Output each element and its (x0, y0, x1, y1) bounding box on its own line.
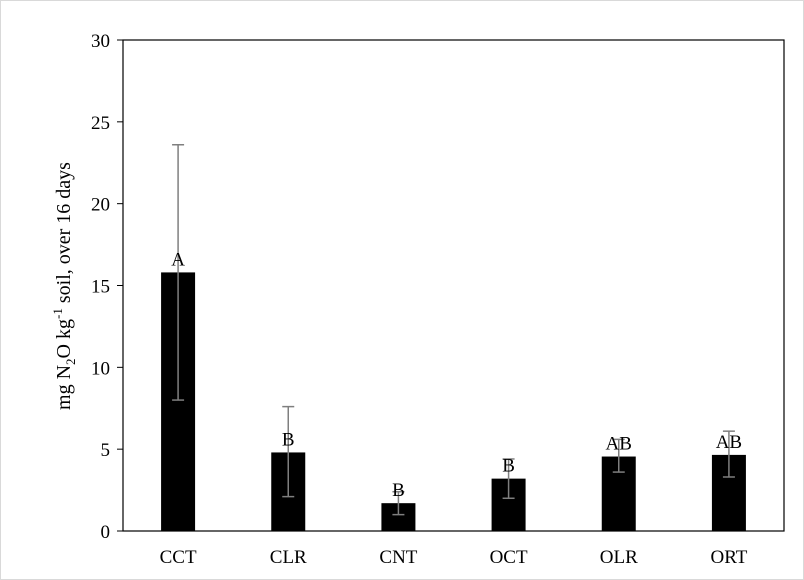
y-label-prefix: mg N (53, 365, 75, 410)
x-tick-label-olr: OLR (600, 547, 638, 568)
error-bars (172, 143, 735, 516)
x-tick-label-clr: CLR (270, 547, 307, 568)
y-tick-label: 25 (91, 113, 110, 134)
significance-label-oct: B (502, 456, 515, 477)
y-label-superscript: -1 (50, 308, 65, 319)
y-tick-label: 10 (91, 358, 110, 379)
plot-border (122, 39, 785, 532)
y-label-middle: O kg (53, 319, 75, 358)
bars (161, 272, 746, 531)
significance-label-ort: AB (716, 432, 742, 453)
significance-label-cct: A (171, 249, 185, 270)
x-tick-labels: CCT CLR CNT OCT OLR ORT (160, 547, 748, 568)
y-tick-label: 15 (91, 277, 110, 298)
x-tick-label-cct: CCT (160, 547, 197, 568)
x-tick-label-oct: OCT (490, 547, 528, 568)
x-tick-label-cnt: CNT (379, 547, 417, 568)
y-tick-labels: 0 5 10 15 20 25 30 (91, 31, 123, 543)
plot-area (122, 39, 785, 532)
y-tick-label: 20 (91, 195, 110, 216)
y-label-suffix: soil, over 16 days (53, 162, 75, 308)
significance-label-clr: B (282, 429, 295, 450)
significance-label-olr: AB (606, 434, 632, 455)
x-tick-label-ort: ORT (710, 547, 747, 568)
y-tick-label: 30 (91, 31, 110, 52)
y-tick-label: 0 (101, 522, 111, 543)
y-tick-label: 5 (101, 440, 111, 461)
significance-label-cnt: B (392, 480, 405, 501)
y-axis-label: mg N2O kg-1 soil, over 16 days (50, 162, 78, 410)
y-label-subscript: 2 (63, 358, 78, 365)
